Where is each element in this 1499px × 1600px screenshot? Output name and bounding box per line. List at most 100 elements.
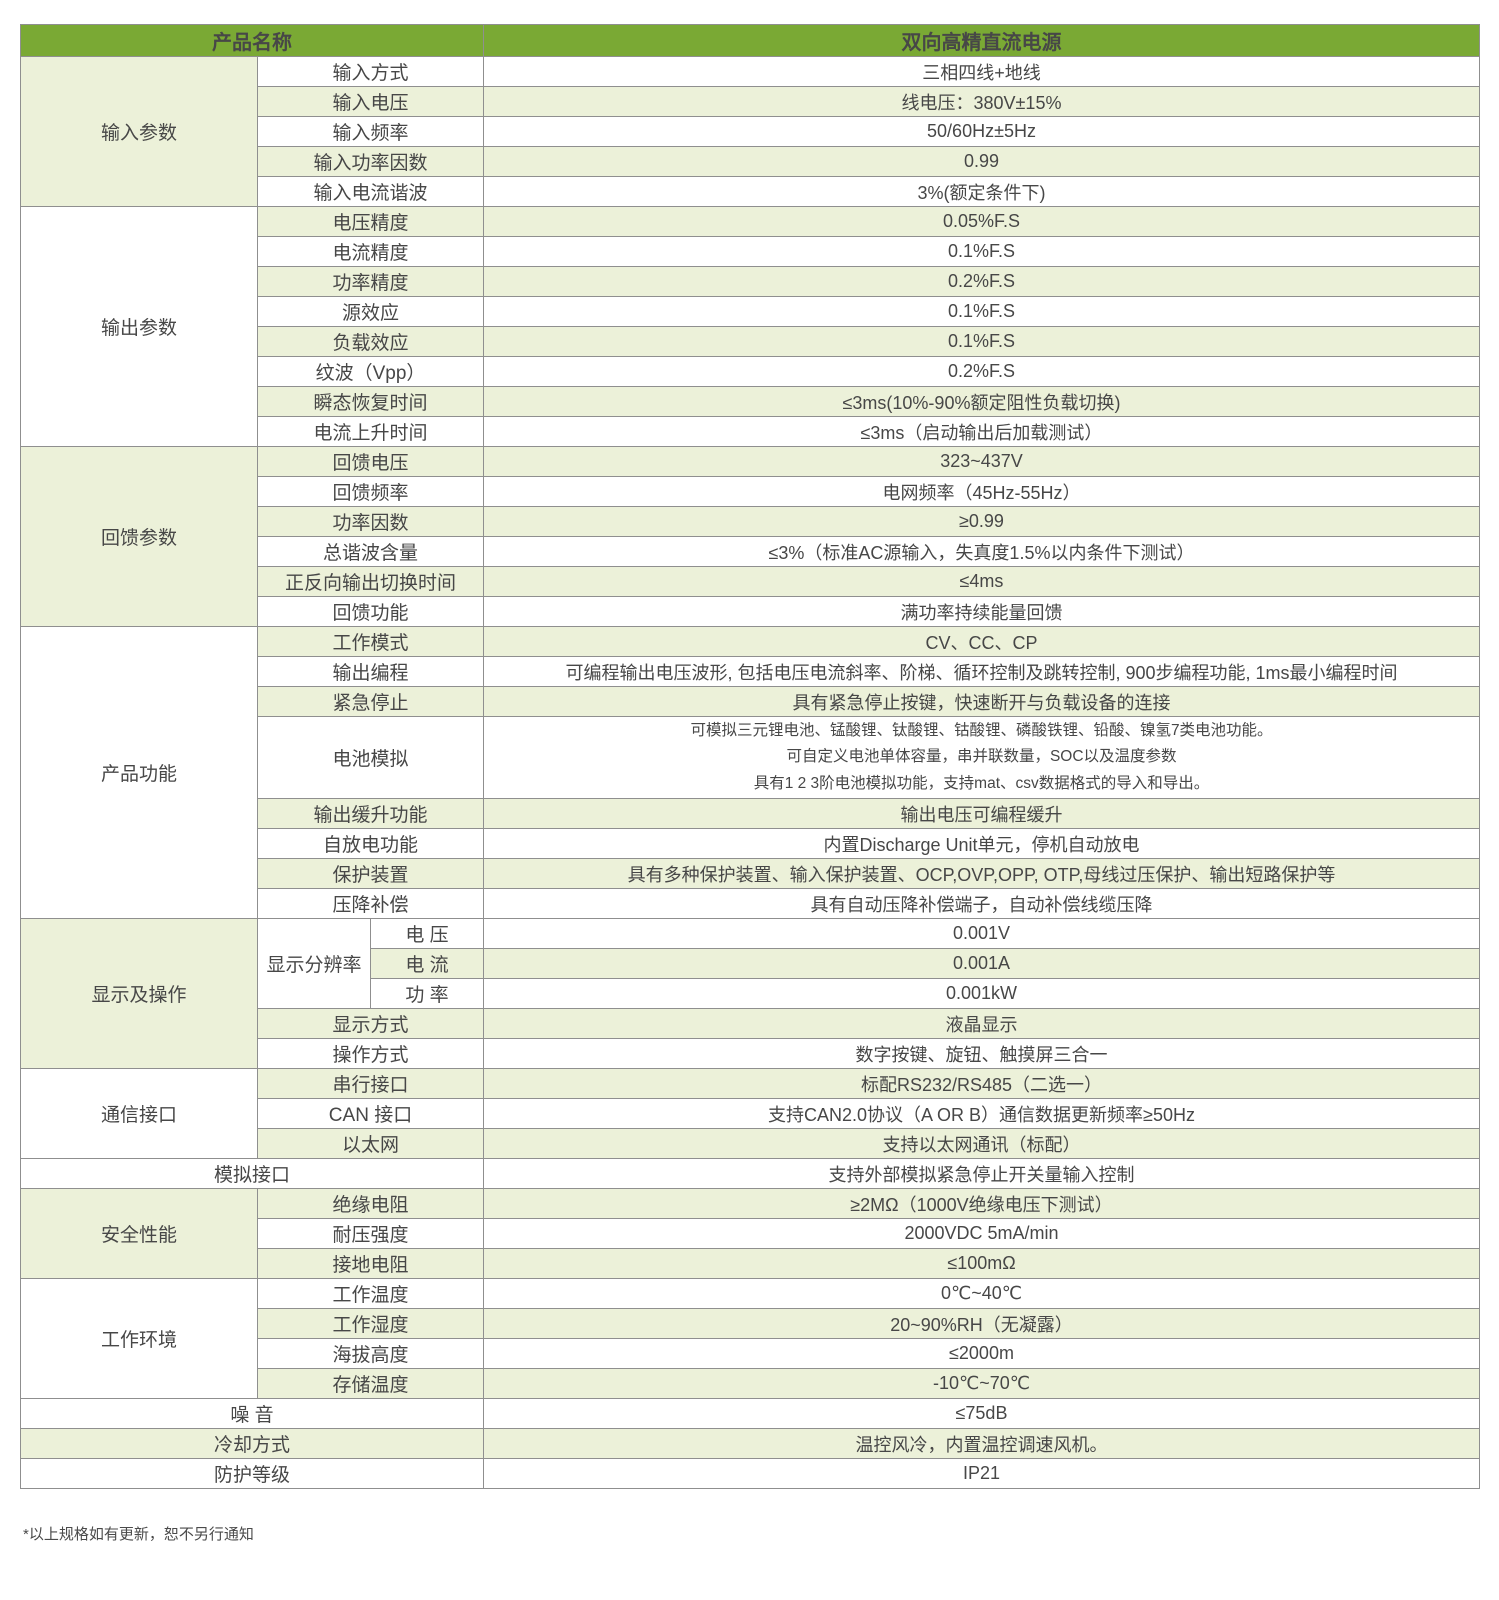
value-cell: IP21 bbox=[483, 1458, 1480, 1490]
table-row: 电流上升时间 ≤3ms（启动输出后加载测试） bbox=[21, 416, 1480, 447]
table-row: 输出参数 电压精度 0.05%F.S bbox=[20, 206, 1480, 447]
value-cell: 可编程输出电压波形, 包括电压电流斜率、阶梯、循环控制及跳转控制, 900步编程… bbox=[483, 656, 1480, 687]
value-cell: ≤3ms(10%-90%额定阻性负载切换) bbox=[483, 386, 1480, 417]
table-row: 工作环境 工作温度 0℃~40℃ bbox=[20, 1278, 1480, 1400]
subparam-cell: 电 压 bbox=[370, 918, 484, 950]
param-cell: 输入频率 bbox=[257, 116, 484, 147]
param-cell: 负载效应 bbox=[257, 326, 484, 357]
value-cell: 输出电压可编程缓升 bbox=[483, 798, 1480, 830]
value-cell: 0.1%F.S bbox=[483, 326, 1480, 357]
param-cell: 电流上升时间 bbox=[257, 416, 484, 447]
value-cell: 线电压：380V±15% bbox=[483, 86, 1480, 117]
value-cell: 0.2%F.S bbox=[483, 356, 1480, 387]
spec-table: 产品名称 双向高精直流电源 输入参数 输入方式 三相四线+地线 输入电压 线电压：380V±… bbox=[20, 24, 1480, 1490]
value-cell: -10℃~70℃ bbox=[483, 1368, 1480, 1400]
table-row: 电流精度 0.1%F.S bbox=[21, 236, 1480, 267]
category-cell: 安全性能 bbox=[20, 1188, 258, 1280]
table-row: 冷却方式 温控风冷，内置温控调速风机。 bbox=[20, 1428, 1480, 1460]
table-row: 源效应 0.1%F.S bbox=[21, 296, 1480, 327]
spec-table-body: 产品名称 双向高精直流电源 输入参数 输入方式 三相四线+地线 输入电压 线电压：380V±… bbox=[20, 24, 1480, 1490]
value-cell: 0.001A bbox=[483, 948, 1480, 980]
param-cell: 冷却方式 bbox=[20, 1428, 484, 1460]
table-row: 安全性能 绝缘电阻 ≥2MΩ（1000V绝缘电压下测试） bbox=[20, 1188, 1480, 1280]
value-cell: 具有自动压降补偿端子，自动补偿线缆压降 bbox=[483, 888, 1480, 920]
param-cell: 模拟接口 bbox=[20, 1158, 484, 1190]
param-cell: 电流精度 bbox=[257, 236, 484, 267]
param-cell: 总谐波含量 bbox=[257, 536, 484, 567]
table-row: 通信接口 串行接口 标配RS232/RS485（二选一） bbox=[20, 1068, 1480, 1160]
value-cell: ≥2MΩ（1000V绝缘电压下测试） bbox=[483, 1188, 1480, 1220]
table-row: 海拔高度 ≤2000m bbox=[21, 1338, 1480, 1370]
table-row: 显示及操作 显示分辨率电 压 0.001V bbox=[20, 918, 1480, 1070]
param-cell: 源效应 bbox=[257, 296, 484, 327]
param-cell: 保护装置 bbox=[257, 858, 484, 890]
value-cell: 20~90%RH（无凝露） bbox=[483, 1308, 1480, 1340]
value-cell: 0.1%F.S bbox=[483, 296, 1480, 327]
table-row: 显示方式 液晶显示 bbox=[21, 1008, 1480, 1040]
value-cell: 三相四线+地线 bbox=[483, 56, 1480, 87]
subparam-cell: 电 流 bbox=[370, 948, 484, 980]
param-cell: 以太网 bbox=[257, 1128, 484, 1160]
value-cell: ≤100mΩ bbox=[483, 1248, 1480, 1280]
value-cell: 内置Discharge Unit单元，停机自动放电 bbox=[483, 828, 1480, 860]
param-cell: 输入方式 bbox=[257, 56, 484, 87]
category-cell: 通信接口 bbox=[20, 1068, 258, 1160]
table-row: 防护等级 IP21 bbox=[20, 1458, 1480, 1490]
param-cell: 自放电功能 bbox=[257, 828, 484, 860]
category-cell: 回馈参数 bbox=[20, 446, 258, 627]
value-cell: ≤75dB bbox=[483, 1398, 1480, 1430]
table-row: 输入参数 输入方式 三相四线+地线 bbox=[20, 56, 1480, 207]
header-cell: 产品名称 bbox=[20, 24, 484, 57]
value-cell: 50/60Hz±5Hz bbox=[483, 116, 1480, 147]
param-cell: 串行接口 bbox=[257, 1068, 484, 1100]
param-cell: 输入功率因数 bbox=[257, 146, 484, 177]
table-row: 回馈频率 电网频率（45Hz-55Hz） bbox=[21, 476, 1480, 507]
value-cell: 满功率持续能量回馈 bbox=[483, 596, 1480, 627]
value-cell: 可模拟三元锂电池、锰酸锂、钛酸锂、钴酸锂、磷酸铁锂、铅酸、镍氢7类电池功能。 可… bbox=[483, 715, 1480, 800]
table-row: 回馈功能 满功率持续能量回馈 bbox=[21, 596, 1480, 627]
table-row: 以太网 支持以太网通讯（标配） bbox=[21, 1128, 1480, 1160]
table-row: 工作湿度 20~90%RH（无凝露） bbox=[21, 1308, 1480, 1340]
value-cell: 液晶显示 bbox=[483, 1008, 1480, 1040]
param-cell: 紧急停止 bbox=[257, 686, 484, 717]
table-row: 噪 音 ≤75dB bbox=[20, 1398, 1480, 1430]
value-cell: 数字按键、旋钮、触摸屏三合一 bbox=[483, 1038, 1480, 1070]
param-cell: 回馈电压 bbox=[257, 446, 484, 477]
param-cell: 耐压强度 bbox=[257, 1218, 484, 1250]
param-cell: 存储温度 bbox=[257, 1368, 484, 1400]
value-cell: ≥0.99 bbox=[483, 506, 1480, 537]
param-cell: 输入电压 bbox=[257, 86, 484, 117]
value-cell: 具有紧急停止按键，快速断开与负载设备的连接 bbox=[483, 686, 1480, 717]
param-cell: 输出缓升功能 bbox=[257, 798, 484, 830]
param-cell: 压降补偿 bbox=[257, 888, 484, 920]
value-cell: 支持外部模拟紧急停止开关量输入控制 bbox=[483, 1158, 1480, 1190]
value-cell: 2000VDC 5mA/min bbox=[483, 1218, 1480, 1250]
value-cell: 0.001kW bbox=[483, 978, 1480, 1010]
param-cell: 功率因数 bbox=[257, 506, 484, 537]
table-row: 压降补偿 具有自动压降补偿端子，自动补偿线缆压降 bbox=[21, 888, 1480, 920]
value-cell: 323~437V bbox=[483, 446, 1480, 477]
param-cell: 接地电阻 bbox=[257, 1248, 484, 1280]
table-row: 产品名称 双向高精直流电源 bbox=[20, 24, 1480, 57]
table-row: 耐压强度 2000VDC 5mA/min bbox=[21, 1218, 1480, 1250]
table-row: 自放电功能 内置Discharge Unit单元，停机自动放电 bbox=[21, 828, 1480, 860]
table-row: 瞬态恢复时间 ≤3ms(10%-90%额定阻性负载切换) bbox=[21, 386, 1480, 417]
table-row: 输入功率因数 0.99 bbox=[21, 146, 1480, 177]
table-row: 电 流 0.001A bbox=[21, 948, 1480, 980]
value-cell: 0.1%F.S bbox=[483, 236, 1480, 267]
table-row: 纹波（Vpp） 0.2%F.S bbox=[21, 356, 1480, 387]
value-cell: 3%(额定条件下) bbox=[483, 176, 1480, 207]
header-cell: 双向高精直流电源 bbox=[483, 24, 1480, 57]
value-cell: CV、CC、CP bbox=[483, 626, 1480, 657]
param-cell: 噪 音 bbox=[20, 1398, 484, 1430]
param-cell: CAN 接口 bbox=[257, 1098, 484, 1130]
param-cell: 瞬态恢复时间 bbox=[257, 386, 484, 417]
param-cell: 功率精度 bbox=[257, 266, 484, 297]
value-cell: 0.2%F.S bbox=[483, 266, 1480, 297]
table-row: CAN 接口 支持CAN2.0协议（A OR B）通信数据更新频率≥50Hz bbox=[21, 1098, 1480, 1130]
value-cell: ≤3ms（启动输出后加载测试） bbox=[483, 416, 1480, 447]
param-cell: 电池模拟 bbox=[257, 715, 484, 800]
param-cell: 输入电流谐波 bbox=[257, 176, 484, 207]
table-row: 存储温度 -10℃~70℃ bbox=[21, 1368, 1480, 1400]
param-cell: 正反向输出切换时间 bbox=[257, 566, 484, 597]
